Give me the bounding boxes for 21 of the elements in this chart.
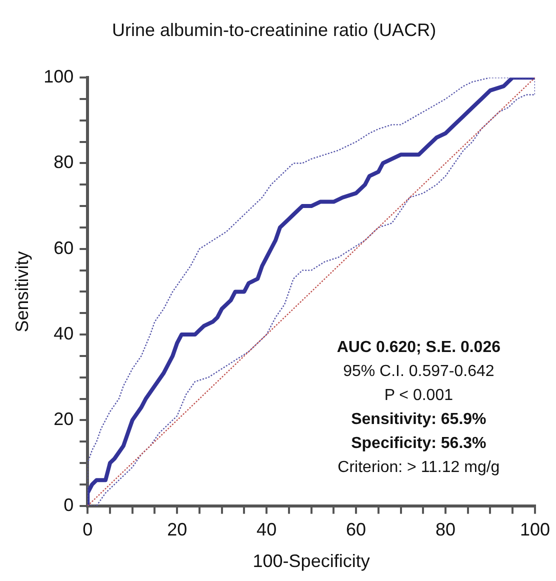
annotation: Criterion: > 11.12 mg/g [338, 458, 500, 476]
x-tick-label: 0 [82, 520, 93, 540]
y-tick-label: 0 [64, 494, 74, 515]
annotation: Sensitivity: 65.9% [351, 410, 486, 428]
y-tick-label: 60 [54, 238, 74, 258]
annotation: Specificity: 56.3% [351, 434, 486, 452]
x-tick-label: 60 [346, 520, 366, 540]
x-tick-label: 80 [436, 520, 456, 540]
y-tick-label: 40 [54, 323, 74, 344]
y-axis-title: Sensitivity [12, 251, 32, 332]
annotation: P < 0.001 [384, 386, 454, 404]
annotation: 95% C.I. 0.597-0.642 [343, 362, 494, 380]
y-tick-label: 80 [54, 152, 74, 172]
x-tick-label: 20 [167, 520, 188, 540]
chart-title: Urine albumin-to-creatinine ratio (UACR) [112, 20, 436, 40]
x-tick-label: 40 [256, 520, 277, 540]
annotation: AUC 0.620; S.E. 0.026 [336, 338, 501, 356]
x-tick-label: 100 [520, 520, 550, 540]
y-tick-label: 20 [54, 409, 74, 430]
y-tick-label: 100 [44, 66, 74, 87]
x-axis-title: 100-Specificity [252, 551, 370, 572]
